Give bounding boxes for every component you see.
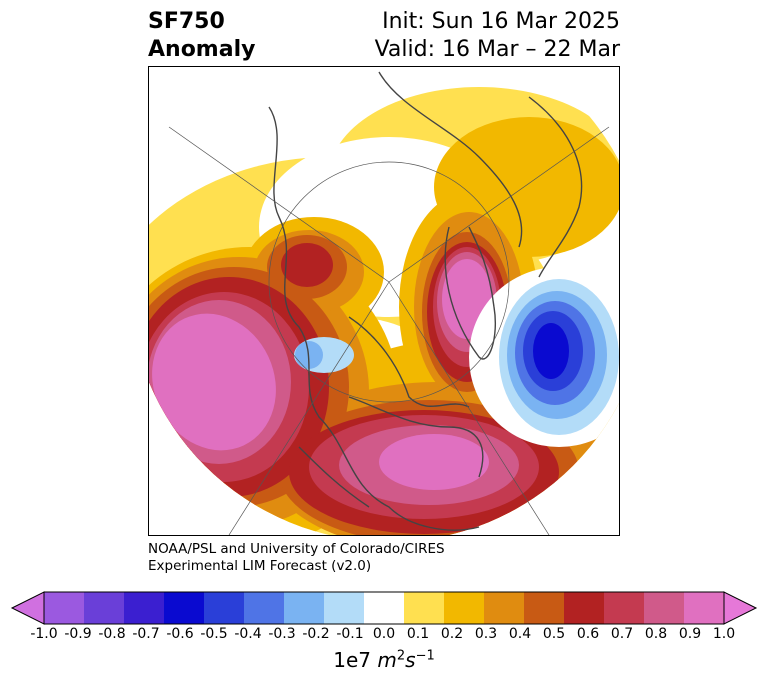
anomaly-map [149, 71, 619, 535]
units-s: s [405, 648, 416, 672]
colorbar-tick-label: -0.7 [132, 626, 160, 642]
colorbar-cell [524, 592, 565, 624]
credit-text: NOAA/PSL and University of Colorado/CIRE… [148, 541, 445, 575]
map-panel [148, 66, 620, 536]
colorbar-tick-label: -0.5 [200, 626, 228, 642]
colorbar-cell [244, 592, 285, 624]
colorbar-tick-label: 0.2 [440, 626, 464, 642]
colorbar-tick-label: 0.5 [542, 626, 566, 642]
valid-range: Valid: 16 Mar – 22 Mar [374, 37, 620, 62]
colorbar-tick-label: -0.8 [98, 626, 126, 642]
colorbar-tick-label: -0.3 [268, 626, 296, 642]
colorbar-frame [43, 591, 725, 625]
init-date: Init: Sun 16 Mar 2025 [382, 9, 620, 34]
colorbar-cell [564, 592, 605, 624]
credit-line-1: NOAA/PSL and University of Colorado/CIRE… [148, 541, 445, 557]
colorbar-tick-label: 0.7 [610, 626, 634, 642]
colorbar-cell [684, 592, 725, 624]
units-m-exp: 2 [396, 648, 406, 664]
colorbar-tick-label: -0.2 [302, 626, 330, 642]
colorbar-tick-label: -0.6 [166, 626, 194, 642]
colorbar-cell [164, 592, 205, 624]
map-title: SF750 Anomaly [148, 8, 255, 64]
colorbar-cell [284, 592, 325, 624]
units-prefix: 1e7 [333, 648, 378, 672]
colorbar-cell [644, 592, 685, 624]
colorbar-cell [404, 592, 445, 624]
colorbar-tick-label: 0.6 [576, 626, 600, 642]
colorbar-cell [204, 592, 245, 624]
forecast-dates: Init: Sun 16 Mar 2025 Valid: 16 Mar – 22… [375, 8, 620, 64]
colorbar-units: 1e7 m2s−1 [0, 648, 768, 672]
colorbar-under-arrow [10, 591, 45, 625]
field-kind: Anomaly [148, 37, 256, 62]
colorbar-tick-label: 0.1 [406, 626, 430, 642]
colorbar-tick-label: 0.9 [678, 626, 702, 642]
colorbar-tick-label: 0.8 [644, 626, 668, 642]
colorbar-cell [604, 592, 645, 624]
units-s-exp: −1 [415, 648, 435, 664]
colorbar [10, 591, 758, 625]
colorbar-cell [324, 592, 365, 624]
colorbar-tick-label: -0.9 [64, 626, 92, 642]
colorbar-tick-label: -0.4 [234, 626, 262, 642]
colorbar-ticks: -1.0 -0.9 -0.8 -0.7 -0.6 -0.5 -0.4 -0.3 -0.2 -0.1… [0, 626, 768, 646]
colorbar-cell [84, 592, 125, 624]
credit-line-2: Experimental LIM Forecast (v2.0) [148, 558, 372, 574]
colorbar-cell [124, 592, 165, 624]
units-m: m [377, 648, 397, 672]
graticule [168, 126, 610, 535]
colorbar-tick-label: 0.3 [474, 626, 498, 642]
colorbar-tick-label: 0.0 [372, 626, 396, 642]
colorbar-tick-label: 0.4 [508, 626, 532, 642]
field-name: SF750 [148, 9, 225, 34]
anomaly-fields [149, 87, 619, 535]
coastlines [268, 71, 583, 531]
colorbar-cell [44, 592, 85, 624]
colorbar-cell [444, 592, 485, 624]
colorbar-tick-label: -0.1 [336, 626, 364, 642]
colorbar-tick-label: -1.0 [30, 626, 58, 642]
colorbar-over-arrow [723, 591, 758, 625]
colorbar-cell [484, 592, 525, 624]
colorbar-tick-label: 1.0 [712, 626, 736, 642]
colorbar-cell [364, 592, 405, 624]
